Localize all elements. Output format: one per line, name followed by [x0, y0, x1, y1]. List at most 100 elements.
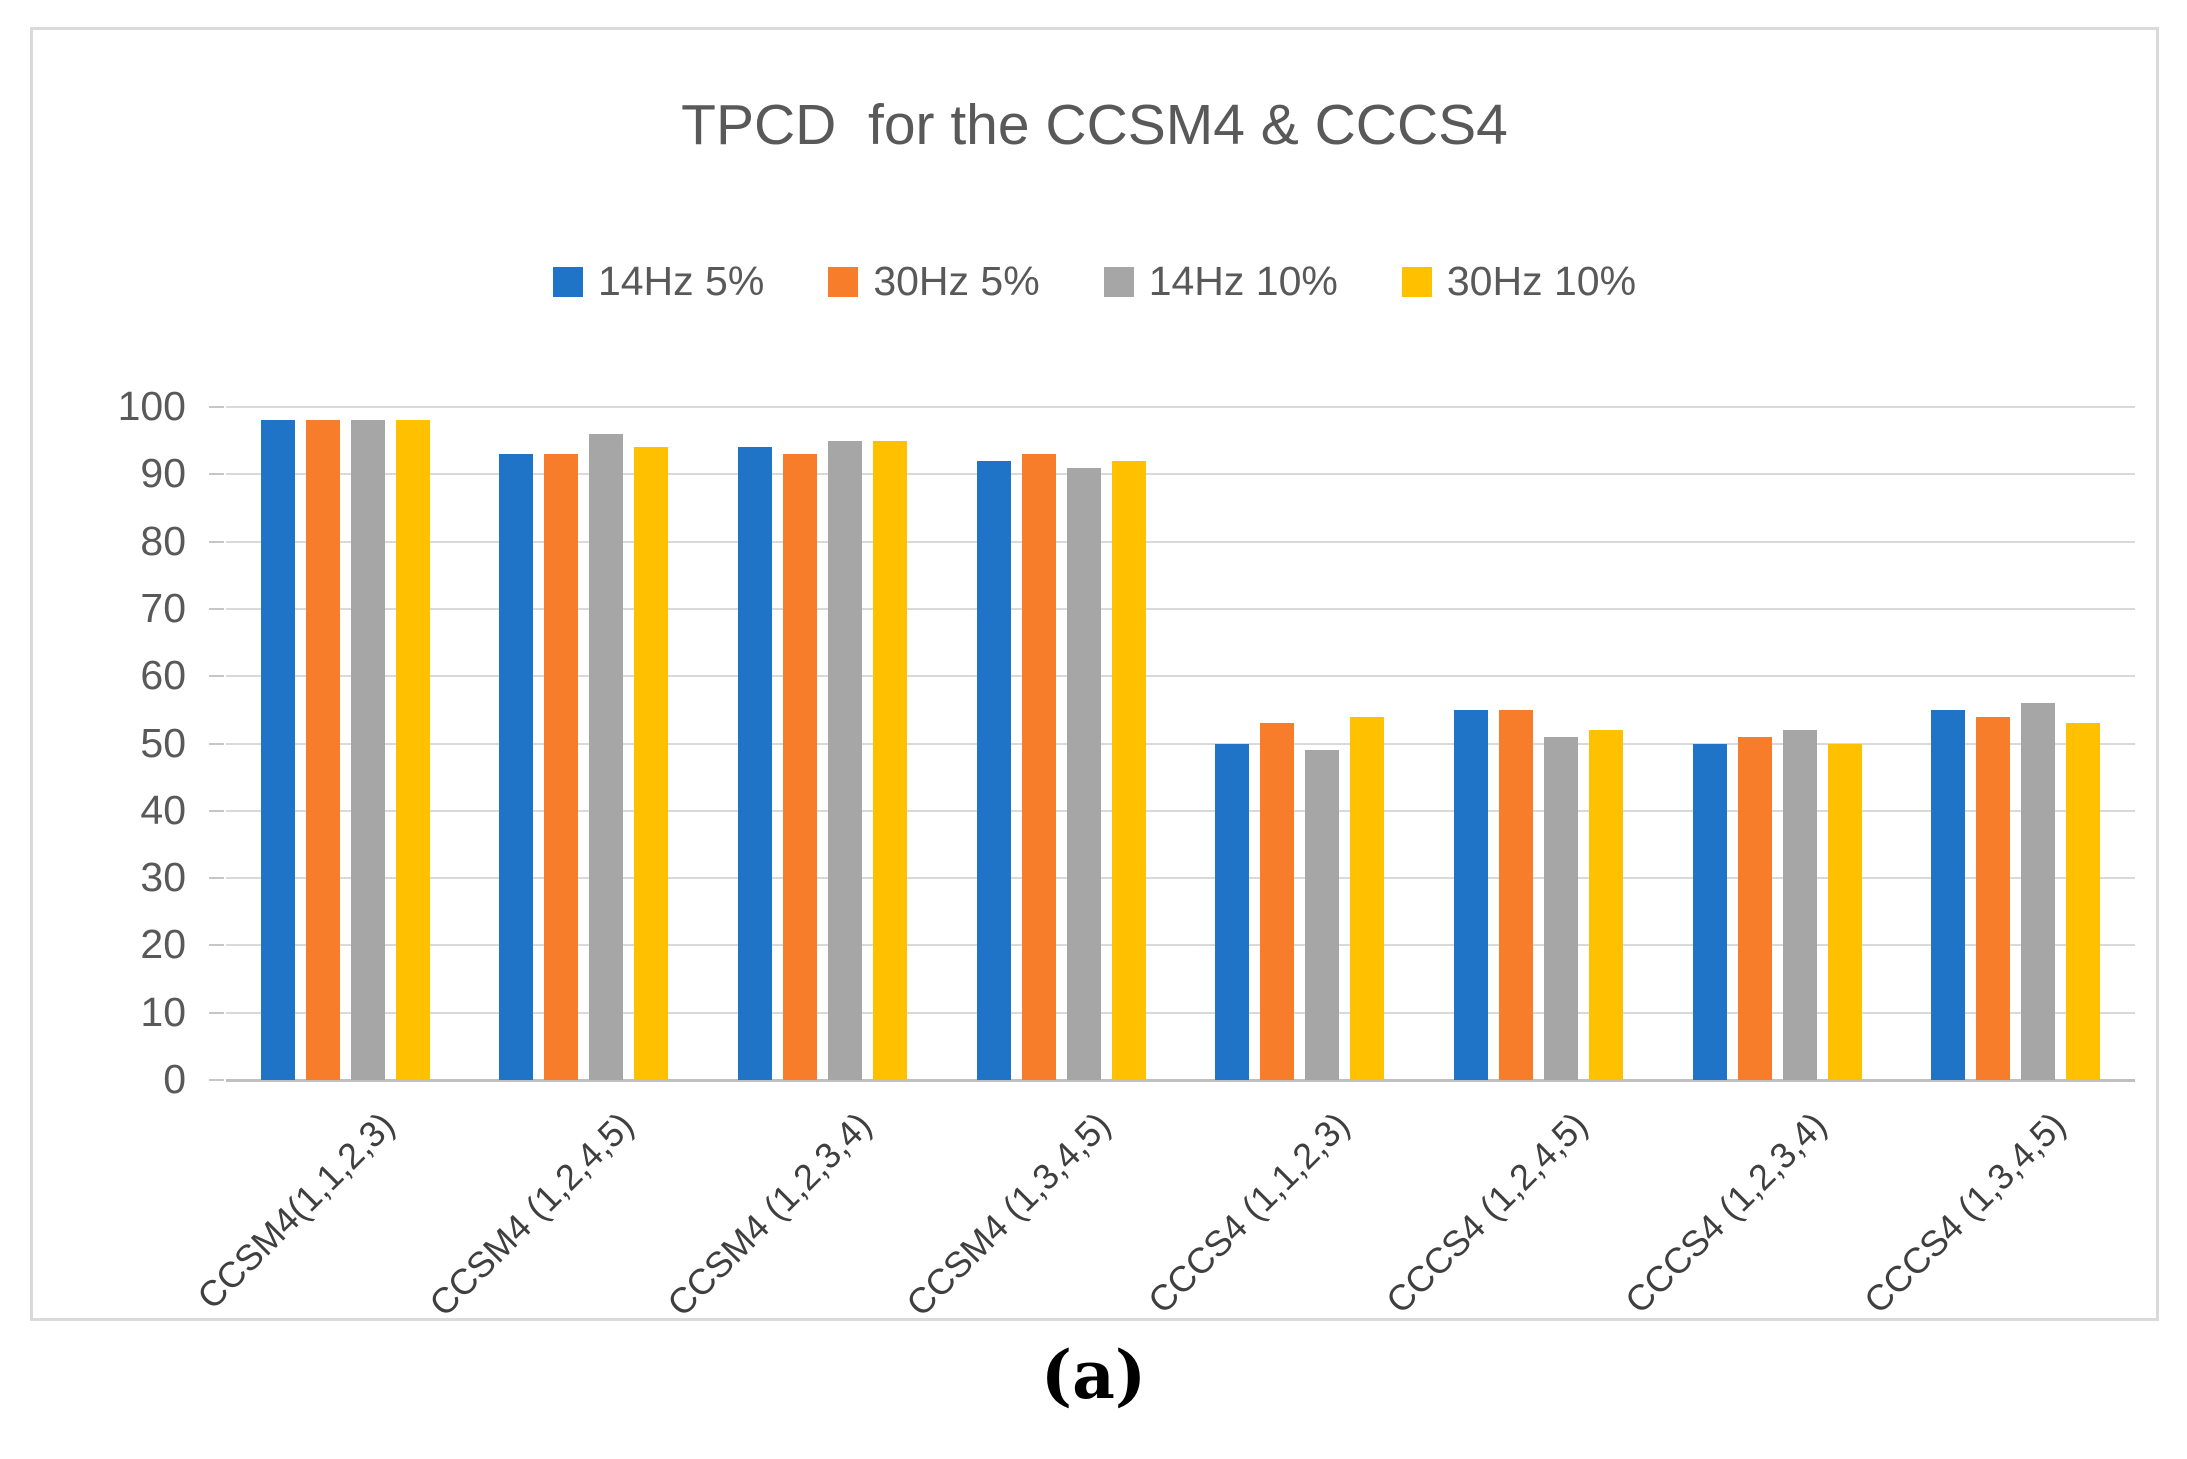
bar-group-5 [1419, 407, 1658, 1080]
bar-14Hz-10--2 [828, 440, 863, 1080]
legend-label: 30Hz 10% [1446, 258, 1637, 304]
y-tick-mark-100 [209, 406, 224, 408]
legend-item-2: 14Hz 10% [1103, 258, 1338, 305]
bars-row [226, 407, 2135, 1080]
bar-14Hz-5--1 [499, 454, 534, 1080]
bar-30Hz-10--4 [1350, 716, 1385, 1080]
y-tick-mark-70 [209, 607, 224, 610]
bar-30Hz-5--7 [1976, 716, 2011, 1080]
legend-swatch-icon [1401, 266, 1432, 297]
y-tick-label-0: 0 [163, 1056, 186, 1102]
bar-14Hz-5--4 [1215, 743, 1250, 1080]
x-category-label-3: CCSM4 (1,3,4,5) [898, 1104, 1119, 1324]
bar-14Hz-5--7 [1931, 709, 1966, 1080]
bar-30Hz-5--0 [305, 420, 340, 1080]
y-tick-mark-80 [209, 540, 224, 543]
y-tick-label-40: 40 [140, 786, 186, 833]
gridline-30 [226, 877, 2135, 880]
gridline-80 [226, 540, 2135, 543]
y-tick-mark-90 [209, 473, 224, 476]
bar-14Hz-10--1 [589, 433, 624, 1080]
gridline-0 [226, 1079, 2135, 1082]
legend-item-3: 30Hz 10% [1401, 258, 1637, 305]
y-tick-label-70: 70 [140, 584, 186, 631]
y-tick-mark-10 [209, 1011, 224, 1014]
x-category-label-7: CCCS4 (1,3,4,5) [1855, 1104, 2073, 1322]
x-category-label-5: CCCS4 (1,2,4,5) [1378, 1104, 1596, 1322]
x-category-label-1: CCSM4 (1,2,4,5) [420, 1104, 641, 1324]
bar-14Hz-5--0 [260, 420, 295, 1080]
bar-14Hz-5--5 [1453, 709, 1488, 1080]
legend-swatch-icon [1103, 266, 1134, 297]
y-tick-label-100: 100 [117, 383, 186, 429]
y-tick-label-50: 50 [140, 719, 186, 766]
bar-30Hz-5--1 [544, 454, 579, 1080]
bar-14Hz-10--5 [1543, 736, 1578, 1080]
x-category-label-0: CCSM4(1,1,2,3) [189, 1104, 403, 1317]
bar-14Hz-10--7 [2021, 703, 2056, 1080]
bar-14Hz-10--6 [1782, 730, 1817, 1080]
bar-group-7 [1896, 407, 2135, 1080]
bar-30Hz-10--6 [1827, 743, 1862, 1080]
gridline-70 [226, 607, 2135, 610]
bar-14Hz-10--0 [350, 420, 385, 1080]
bar-group-3 [942, 407, 1181, 1080]
x-category-label-4: CCCS4 (1,1,2,3) [1139, 1104, 1357, 1322]
bar-30Hz-10--0 [395, 420, 430, 1080]
gridline-50 [226, 742, 2135, 745]
gridline-100 [226, 406, 2135, 408]
gridline-90 [226, 473, 2135, 476]
legend-swatch-icon [828, 266, 859, 297]
y-tick-mark-30 [209, 877, 224, 880]
bar-30Hz-5--6 [1737, 736, 1772, 1080]
bar-30Hz-10--5 [1588, 730, 1623, 1080]
gridline-10 [226, 1011, 2135, 1014]
bar-group-6 [1658, 407, 1897, 1080]
gridline-40 [226, 809, 2135, 812]
legend-label: 14Hz 10% [1148, 258, 1338, 304]
y-tick-mark-60 [209, 675, 224, 678]
y-tick-mark-40 [209, 809, 224, 812]
bar-14Hz-5--2 [738, 447, 773, 1080]
figure-frame: TPCD for the CCSM4 & CCCS4 14Hz 5% 30Hz 5… [30, 27, 2159, 1324]
bar-14Hz-10--4 [1305, 750, 1340, 1080]
y-tick-label-30: 30 [140, 854, 186, 901]
bar-30Hz-5--3 [1021, 454, 1056, 1080]
plot-area [226, 406, 2135, 1082]
figure-caption: (a) [1040, 1336, 1147, 1414]
bar-30Hz-10--7 [2066, 723, 2101, 1080]
legend-item-1: 30Hz 5% [828, 258, 1040, 305]
legend-item-0: 14Hz 5% [552, 258, 765, 305]
bar-30Hz-5--4 [1260, 723, 1295, 1080]
chart-legend: 14Hz 5% 30Hz 5% 14Hz 10% 30Hz 10% [33, 258, 2156, 305]
x-category-label-6: CCCS4 (1,2,3,4) [1616, 1104, 1835, 1322]
bar-14Hz-5--6 [1692, 743, 1727, 1080]
y-tick-label-60: 60 [140, 652, 186, 699]
y-tick-mark-50 [209, 742, 224, 745]
x-category-label-2: CCSM4 (1,2,3,4) [659, 1104, 880, 1324]
bar-group-4 [1181, 407, 1420, 1080]
y-axis: 0 10 20 30 40 50 60 70 80 90 100 [33, 386, 226, 1100]
bar-group-0 [226, 407, 465, 1080]
bar-group-1 [465, 407, 704, 1080]
bar-30Hz-10--1 [634, 447, 669, 1080]
gridline-20 [226, 944, 2135, 947]
gridline-60 [226, 675, 2135, 678]
y-tick-mark-20 [209, 944, 224, 947]
bar-30Hz-5--2 [783, 454, 818, 1080]
y-tick-mark-0 [209, 1079, 224, 1081]
bar-14Hz-5--3 [976, 460, 1011, 1080]
chart-title: TPCD for the CCSM4 & CCCS4 [681, 93, 1508, 157]
bar-group-2 [703, 407, 942, 1080]
y-tick-label-20: 20 [140, 921, 186, 968]
bar-30Hz-5--5 [1498, 709, 1533, 1080]
y-tick-label-80: 80 [140, 517, 186, 564]
legend-swatch-icon [552, 266, 583, 297]
legend-label: 30Hz 5% [873, 258, 1040, 304]
y-tick-label-10: 10 [140, 988, 186, 1035]
x-axis-labels: CCSM4(1,1,2,3) CCSM4 (1,2,4,5) CCSM4 (1,2,… [189, 1080, 2135, 1360]
bar-14Hz-10--3 [1066, 467, 1101, 1080]
y-tick-label-90: 90 [140, 450, 186, 497]
bar-30Hz-10--2 [873, 440, 908, 1080]
legend-label: 14Hz 5% [597, 258, 765, 304]
